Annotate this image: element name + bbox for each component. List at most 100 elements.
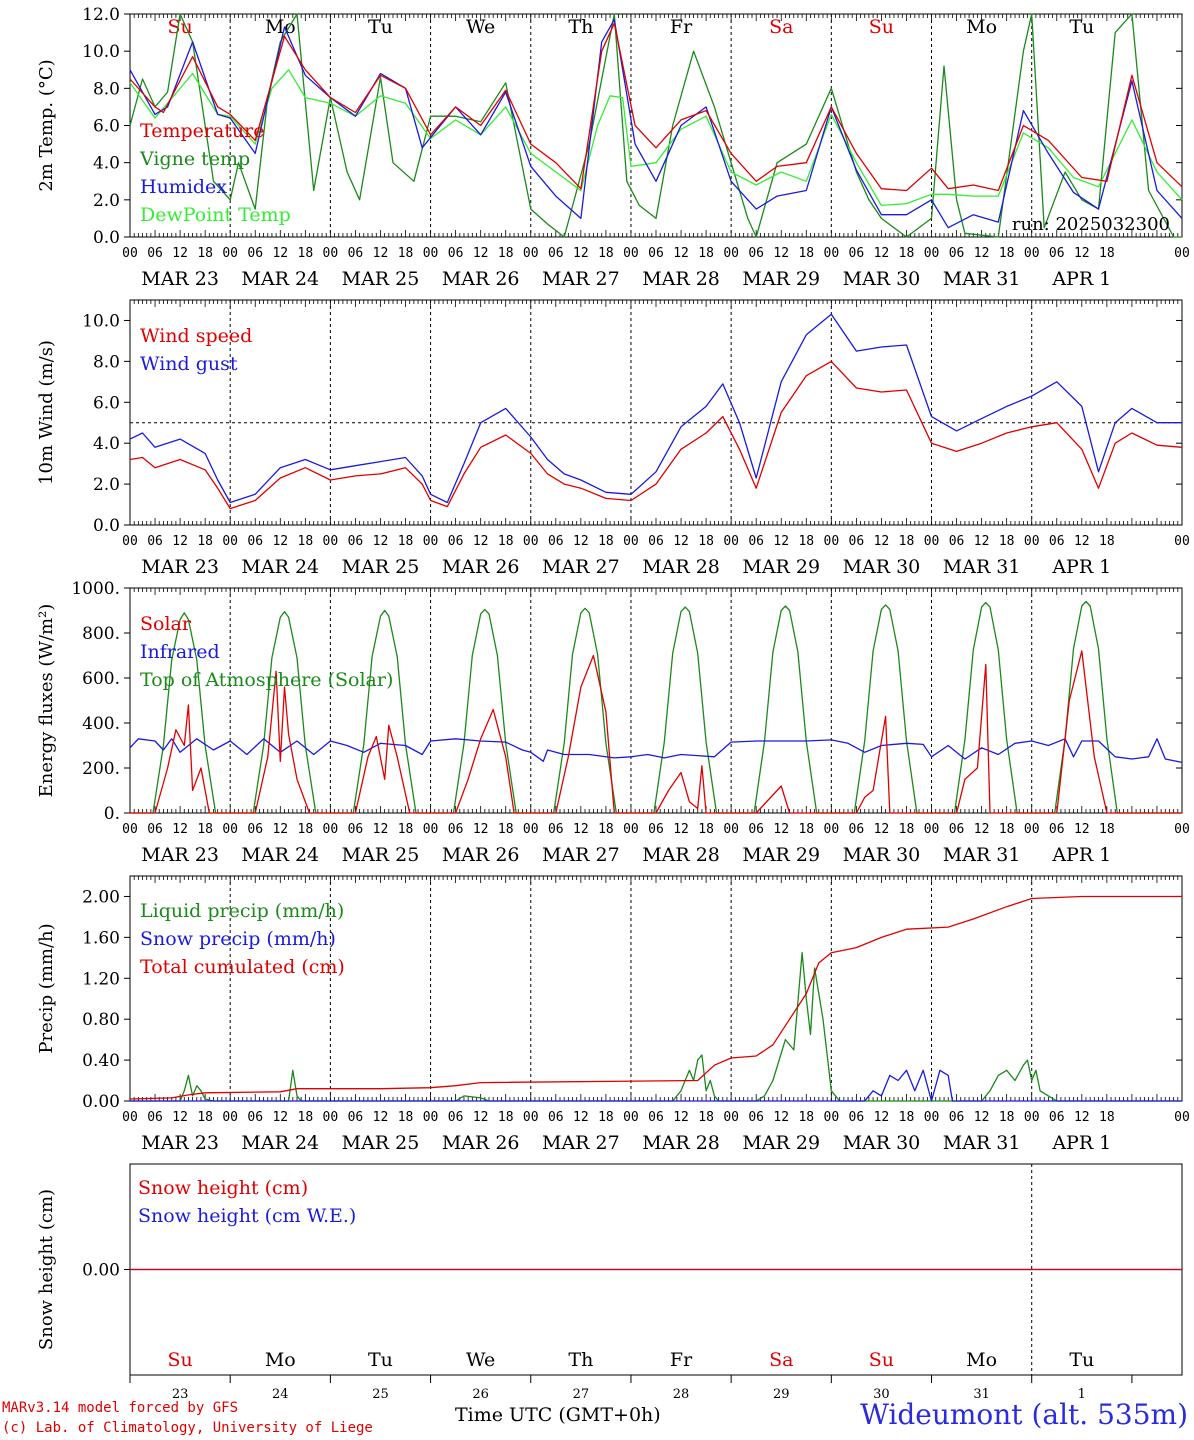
date-label: MAR 23 [141,1132,219,1154]
y-tick-label: 1.20 [82,969,120,989]
series-line-infrared [129,738,1183,764]
hour-label: 06 [1049,1110,1065,1125]
date-label: MAR 25 [342,844,420,866]
series-line-humidex [129,18,1183,229]
series-line-wind-speed [129,360,1183,510]
hour-label: 06 [1049,534,1065,549]
hour-label: 06 [247,534,263,549]
y-tick-label: 1000. [71,579,120,599]
legend-entry: Total cumulated (cm) [140,956,345,978]
legend-entry: Solar [140,613,192,635]
hour-label: 18 [798,1110,814,1125]
weekday-label: Sa [769,1349,793,1371]
day-number: 25 [372,1387,389,1402]
y-axis-label: Snow height (cm) [36,1189,57,1350]
date-label: MAR 24 [241,1132,319,1154]
hour-label: 18 [999,822,1015,837]
date-label: APR 1 [1051,556,1111,578]
hour-label: 12 [272,246,288,261]
hour-label: 00 [222,246,238,261]
date-label: MAR 29 [742,844,820,866]
hour-label: 12 [272,534,288,549]
date-label: MAR 30 [843,844,921,866]
weekday-label: Fr [670,16,693,38]
date-label: MAR 31 [943,1132,1021,1154]
date-label: MAR 31 [943,268,1021,290]
y-tick-label: 2.00 [82,887,120,907]
hour-label: 12 [673,822,689,837]
hour-label: 12 [874,246,890,261]
hour-label: 18 [298,246,314,261]
hour-label: 06 [247,1110,263,1125]
hour-label: 00 [423,1110,439,1125]
panel-2: 0.0 2.0 4.0 6.0 8.0 10.0 10m Wind (m/s) 00 06 12 1… [36,299,1190,578]
hour-label: 00 [222,1110,238,1125]
series-line-solar [130,650,1182,814]
hour-label: 18 [698,246,714,261]
hour-label: 06 [147,246,163,261]
y-axis-label: 10m Wind (m/s) [36,340,57,485]
hour-label: 18 [899,246,915,261]
hour-label: 00 [623,1110,639,1125]
hour-label: 00 [523,822,539,837]
hour-label: 06 [348,246,364,261]
day-number: 1 [1078,1387,1086,1402]
weekday-label: Su [167,1349,192,1371]
panel-3: 0. 200. 400. 600. 800. 1000. Energy fluxes (W/… [36,579,1190,866]
date-label: MAR 25 [342,1132,420,1154]
hour-label: 12 [773,534,789,549]
hour-label: 12 [773,246,789,261]
hour-label: 12 [473,1110,489,1125]
hour-label: 18 [899,1110,915,1125]
date-label: MAR 27 [542,1132,620,1154]
hour-label: 12 [1074,1110,1090,1125]
y-tick-label: 0.0 [93,516,120,536]
date-label: MAR 24 [241,844,319,866]
hour-label: 00 [122,822,138,837]
series-line-top-of-atmosphere-solar- [130,600,1182,814]
hour-label: 18 [598,246,614,261]
date-label: MAR 28 [642,1132,720,1154]
hour-label: 12 [673,246,689,261]
y-tick-label: 800. [82,624,120,644]
weekday-label: We [466,1349,495,1371]
day-number: 27 [573,1387,590,1402]
hour-label: 12 [874,822,890,837]
y-axis-label: 2m Temp. (°C) [36,59,57,191]
series-line-snow-precip-mm-h- [130,1069,1182,1102]
hour-label: 06 [448,534,464,549]
hour-label: 00 [1024,1110,1040,1125]
hour-label: 06 [949,822,965,837]
date-label: MAR 30 [843,556,921,578]
hour-label: 06 [849,822,865,837]
weekday-label: Th [568,1349,593,1371]
hour-label: 18 [698,1110,714,1125]
legend-entry: Liquid precip (mm/h) [140,900,344,922]
date-label: MAR 26 [442,1132,520,1154]
y-tick-label: 2.0 [93,191,120,211]
weekday-label: Mo [966,1349,997,1371]
date-label: MAR 26 [442,844,520,866]
hour-label: 00 [122,246,138,261]
hour-label: 18 [298,822,314,837]
hour-label: 06 [548,534,564,549]
hour-label: 06 [348,822,364,837]
hour-label: 00 [122,1110,138,1125]
hour-label: 06 [648,1110,664,1125]
hour-label: 12 [473,534,489,549]
date-label: MAR 23 [141,556,219,578]
weekday-label: Su [869,16,894,38]
y-tick-label: 600. [82,669,120,689]
hour-label: 18 [398,1110,414,1125]
date-label: APR 1 [1051,268,1111,290]
weekday-label: Mo [966,16,997,38]
hour-label: 00 [122,534,138,549]
date-label: MAR 26 [442,268,520,290]
y-tick-label: 0.0 [93,228,120,248]
day-number: 29 [773,1387,790,1402]
hour-label: 12 [673,1110,689,1125]
hour-label: 12 [974,246,990,261]
hour-label: 18 [197,246,213,261]
series-line-temperature [129,22,1183,192]
day-number: 31 [973,1387,990,1402]
